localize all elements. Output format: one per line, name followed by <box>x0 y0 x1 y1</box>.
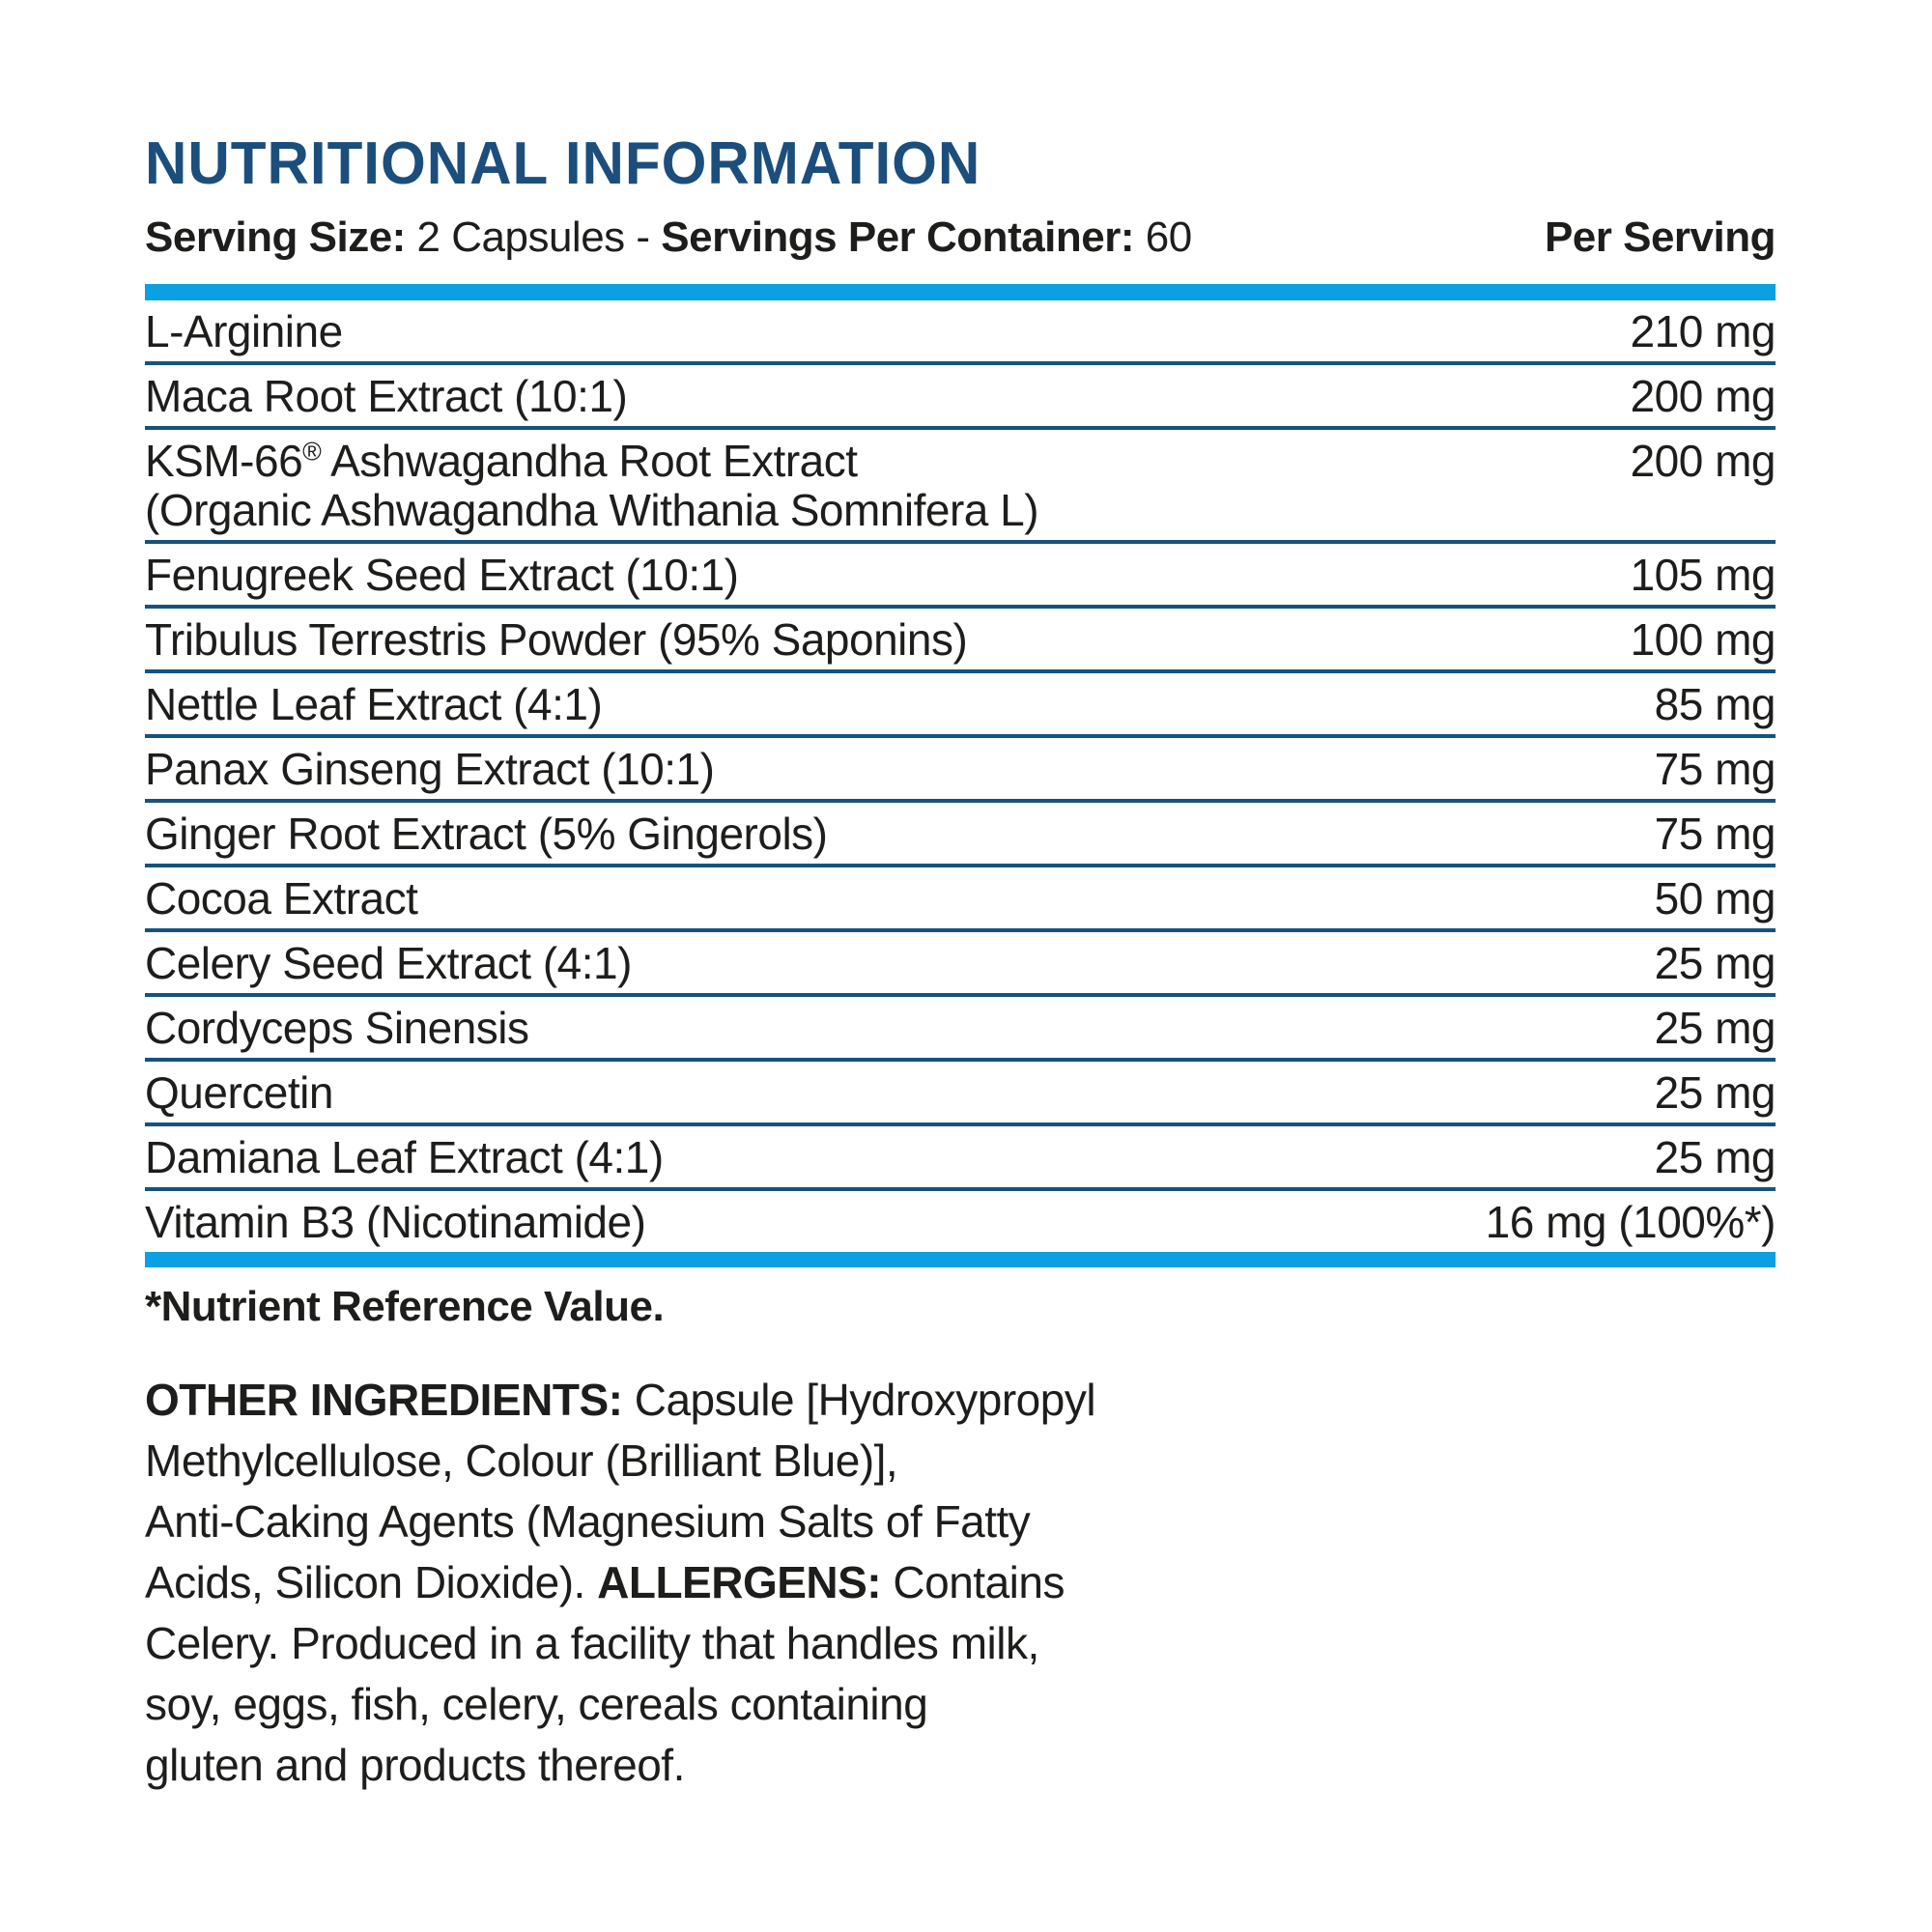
ingredient-amount: 100 mg <box>1630 614 1776 665</box>
table-row: Maca Root Extract (10:1) 200 mg <box>145 365 1776 430</box>
ingredient-amount: 210 mg <box>1630 306 1776 356</box>
nutrition-label: NUTRITIONAL INFORMATION Serving Size: 2 … <box>145 133 1776 1796</box>
table-row: Celery Seed Extract (4:1) 25 mg <box>145 932 1776 997</box>
nutrient-reference-footnote: *Nutrient Reference Value. <box>145 1283 665 1330</box>
table-row: Tribulus Terrestris Powder (95% Saponins… <box>145 609 1776 673</box>
bold-text-segment: ALLERGENS: <box>597 1557 882 1607</box>
ingredient-amount: 25 mg <box>1654 938 1776 988</box>
registered-trademark-symbol: ® <box>302 437 322 467</box>
table-row: Fenugreek Seed Extract (10:1) 105 mg <box>145 544 1776 609</box>
bold-text-segment: Serving Size: <box>145 213 417 261</box>
ingredient-name: Tribulus Terrestris Powder (95% Saponins… <box>145 614 968 665</box>
table-row: Nettle Leaf Extract (4:1) 85 mg <box>145 673 1776 738</box>
ingredient-name: L-Arginine <box>145 306 343 356</box>
ingredient-name: Celery Seed Extract (4:1) <box>145 938 632 988</box>
other-ingredients-paragraph: OTHER INGREDIENTS: Capsule [Hydroxypropy… <box>145 1370 1776 1796</box>
ingredient-name: Quercetin <box>145 1067 333 1118</box>
table-row: Cordyceps Sinensis 25 mg <box>145 997 1776 1062</box>
ingredient-amount: 75 mg <box>1654 744 1776 794</box>
table-row: Quercetin 25 mg <box>145 1062 1776 1126</box>
table-bottom-divider-bar <box>145 1252 1776 1267</box>
serving-size-text: Serving Size: 2 Capsules - Servings Per … <box>145 214 1192 261</box>
table-row: Ginger Root Extract (5% Gingerols) 75 mg <box>145 803 1776 867</box>
ingredient-amount: 85 mg <box>1654 679 1776 729</box>
ingredient-name: Panax Ginseng Extract (10:1) <box>145 744 715 794</box>
table-row: Panax Ginseng Extract (10:1) 75 mg <box>145 738 1776 803</box>
ingredient-amount: 105 mg <box>1630 550 1776 600</box>
text-segment: 2 Capsules - <box>416 213 662 261</box>
text-segment: Contains Celery. Produced in a facility … <box>145 1557 1065 1790</box>
ingredient-name: Nettle Leaf Extract (4:1) <box>145 679 603 729</box>
ingredient-name-second-line: (Organic Ashwagandha Withania Somnifera … <box>145 485 1039 535</box>
ingredient-amount: 25 mg <box>1654 1003 1776 1053</box>
ingredient-name: Cordyceps Sinensis <box>145 1003 529 1053</box>
bold-text-segment: OTHER INGREDIENTS: <box>145 1375 623 1425</box>
ingredient-amount: 50 mg <box>1654 873 1776 923</box>
ingredient-amount: 25 mg <box>1654 1067 1776 1118</box>
table-row: Cocoa Extract 50 mg <box>145 867 1776 932</box>
ingredient-amount: 200 mg <box>1630 436 1776 486</box>
ingredient-name: Fenugreek Seed Extract (10:1) <box>145 550 739 600</box>
ingredient-amount: 16 mg (100%*) <box>1485 1197 1776 1247</box>
per-serving-column-header: Per Serving <box>1544 213 1776 261</box>
serving-info-row: Serving Size: 2 Capsules - Servings Per … <box>145 214 1776 261</box>
page-title: NUTRITIONAL INFORMATION <box>145 130 981 197</box>
table-top-divider-bar <box>145 284 1776 300</box>
ingredient-amount: 25 mg <box>1654 1132 1776 1182</box>
ingredient-name: KSM-66® Ashwagandha Root Extract (Organic… <box>145 436 1039 535</box>
ingredients-table: L-Arginine 210 mg Maca Root Extract (10:1)… <box>145 300 1776 1252</box>
table-row: KSM-66® Ashwagandha Root Extract (Organic… <box>145 430 1776 544</box>
ingredient-name: Vitamin B3 (Nicotinamide) <box>145 1197 646 1247</box>
ingredient-name: Ginger Root Extract (5% Gingerols) <box>145 809 828 859</box>
ingredient-amount: 75 mg <box>1654 809 1776 859</box>
ingredient-amount: 200 mg <box>1630 371 1776 421</box>
text-segment: 60 <box>1145 213 1192 261</box>
table-row: L-Arginine 210 mg <box>145 300 1776 365</box>
ingredient-name: Maca Root Extract (10:1) <box>145 371 628 421</box>
text-segment: Capsule [Hydroxypropyl Methylcellulose, … <box>145 1375 1096 1607</box>
table-row: Vitamin B3 (Nicotinamide) 16 mg (100%*) <box>145 1191 1776 1252</box>
bold-text-segment: Servings Per Container: <box>661 213 1146 261</box>
table-row: Damiana Leaf Extract (4:1) 25 mg <box>145 1126 1776 1191</box>
ingredient-name: Damiana Leaf Extract (4:1) <box>145 1132 664 1182</box>
ingredient-name: Cocoa Extract <box>145 873 418 923</box>
